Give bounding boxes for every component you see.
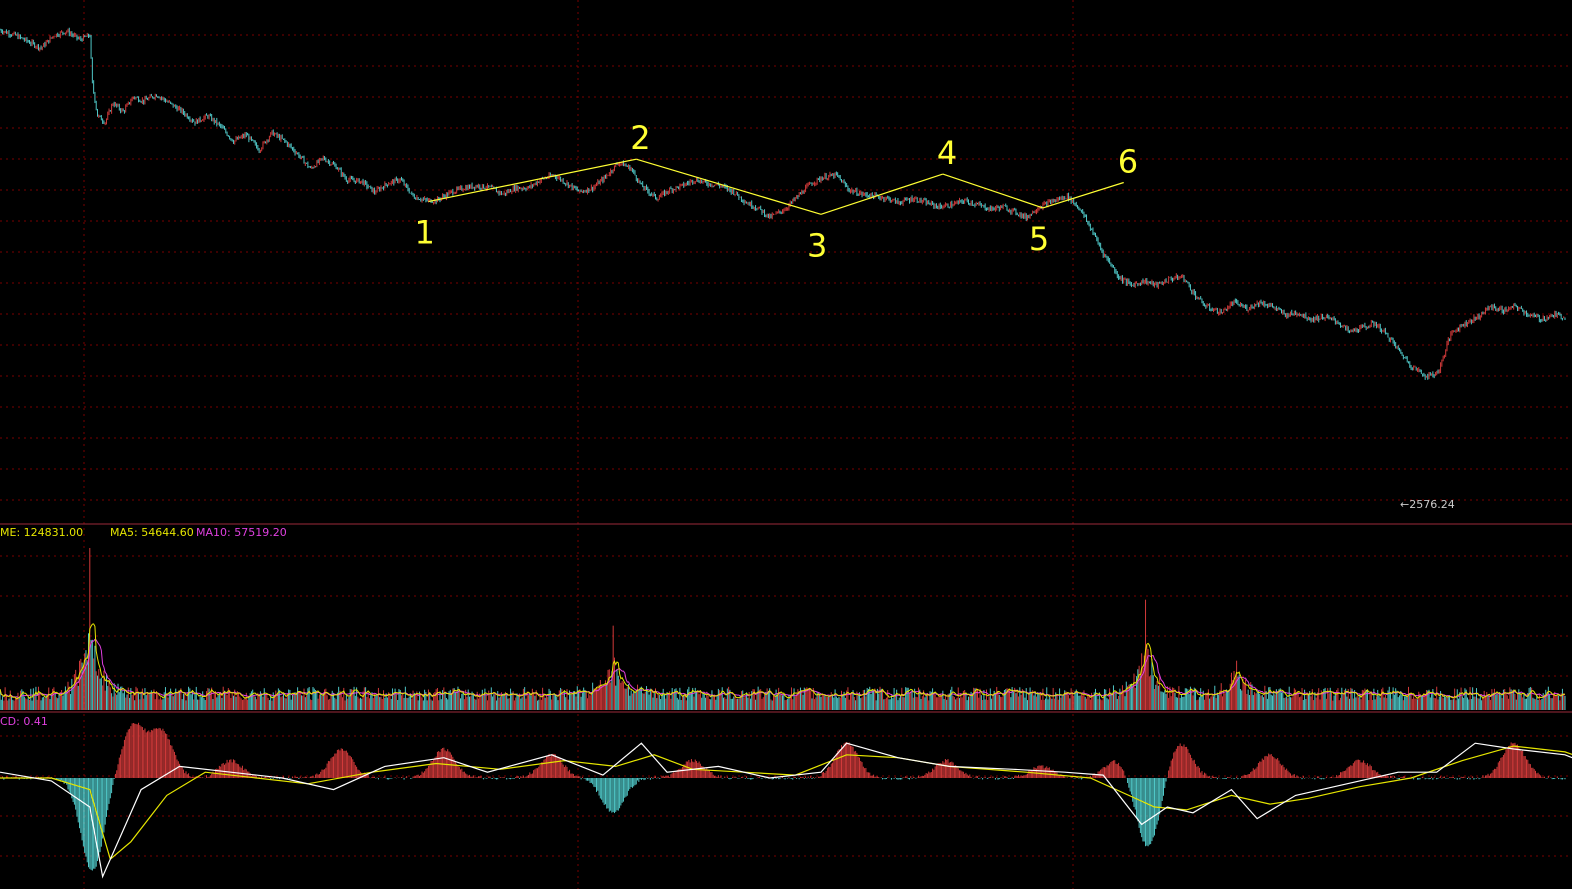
- wave-line-segment: [942, 173, 1044, 209]
- wave-label-6: 6: [1118, 143, 1138, 181]
- wave-line-segment: [1042, 181, 1124, 209]
- wave-label-4: 4: [937, 134, 957, 172]
- wave-label-3: 3: [807, 226, 827, 264]
- wave-line-segment: [428, 158, 637, 203]
- wave-line-segment: [820, 173, 944, 215]
- macd-value-label: CD: 0.41: [0, 715, 48, 728]
- volume-ma10-line: [0, 638, 1566, 699]
- volume-ma5-line: [0, 623, 1566, 700]
- wave-lines: 1 2 3 4 5 6: [414, 119, 1138, 264]
- macd-dif-line: [0, 742, 1572, 879]
- volume-panel: [0, 548, 1566, 710]
- volume-ma10-label: MA10: 57519.20: [196, 526, 287, 539]
- wave-label-2: 2: [630, 119, 650, 157]
- price-panel: [0, 27, 1566, 380]
- wave-label-5: 5: [1029, 220, 1049, 258]
- low-price-label: ←2576.24: [1400, 498, 1455, 511]
- macd-dea-line: [0, 745, 1572, 861]
- wave-line-segment: [636, 158, 822, 215]
- volume-value-label: ME: 124831.00: [0, 526, 83, 539]
- macd-panel: [0, 722, 1572, 879]
- wave-label-1: 1: [414, 214, 434, 252]
- volume-ma5-label: MA5: 54644.60: [110, 526, 194, 539]
